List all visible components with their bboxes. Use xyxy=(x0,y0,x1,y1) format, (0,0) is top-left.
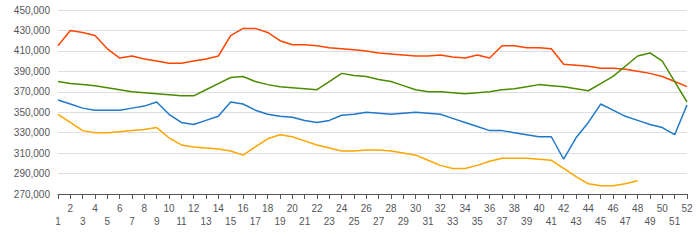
svg-text:2: 2 xyxy=(68,203,74,214)
svg-text:6: 6 xyxy=(117,203,123,214)
svg-text:430,000: 430,000 xyxy=(14,25,51,36)
svg-text:45: 45 xyxy=(595,216,607,227)
svg-text:47: 47 xyxy=(620,216,632,227)
svg-text:12: 12 xyxy=(188,203,200,214)
svg-text:39: 39 xyxy=(521,216,533,227)
svg-text:330,000: 330,000 xyxy=(14,127,51,138)
svg-text:22: 22 xyxy=(311,203,323,214)
svg-text:19: 19 xyxy=(274,216,286,227)
svg-text:8: 8 xyxy=(142,203,148,214)
svg-text:41: 41 xyxy=(546,216,558,227)
svg-text:50: 50 xyxy=(657,203,669,214)
svg-text:9: 9 xyxy=(154,216,160,227)
svg-text:35: 35 xyxy=(472,216,484,227)
svg-text:42: 42 xyxy=(558,203,570,214)
svg-text:17: 17 xyxy=(250,216,262,227)
svg-text:46: 46 xyxy=(607,203,619,214)
svg-text:450,000: 450,000 xyxy=(14,5,51,16)
svg-text:14: 14 xyxy=(213,203,225,214)
svg-text:34: 34 xyxy=(459,203,471,214)
svg-text:18: 18 xyxy=(262,203,274,214)
svg-text:52: 52 xyxy=(681,203,693,214)
svg-text:370,000: 370,000 xyxy=(14,86,51,97)
svg-text:43: 43 xyxy=(570,216,582,227)
svg-text:4: 4 xyxy=(92,203,98,214)
svg-text:24: 24 xyxy=(336,203,348,214)
svg-text:30: 30 xyxy=(410,203,422,214)
svg-text:29: 29 xyxy=(398,216,410,227)
svg-text:5: 5 xyxy=(105,216,111,227)
svg-text:10: 10 xyxy=(163,203,175,214)
svg-text:49: 49 xyxy=(644,216,656,227)
svg-text:16: 16 xyxy=(237,203,249,214)
svg-text:37: 37 xyxy=(496,216,508,227)
svg-text:28: 28 xyxy=(385,203,397,214)
svg-text:51: 51 xyxy=(669,216,681,227)
svg-text:390,000: 390,000 xyxy=(14,66,51,77)
svg-text:48: 48 xyxy=(632,203,644,214)
svg-text:3: 3 xyxy=(80,216,86,227)
svg-text:38: 38 xyxy=(509,203,521,214)
svg-text:32: 32 xyxy=(435,203,447,214)
svg-text:44: 44 xyxy=(583,203,595,214)
svg-text:410,000: 410,000 xyxy=(14,45,51,56)
svg-text:23: 23 xyxy=(324,216,336,227)
svg-text:1: 1 xyxy=(55,216,61,227)
svg-text:25: 25 xyxy=(348,216,360,227)
svg-text:36: 36 xyxy=(484,203,496,214)
svg-text:270,000: 270,000 xyxy=(14,189,51,200)
svg-text:15: 15 xyxy=(225,216,237,227)
svg-text:26: 26 xyxy=(361,203,373,214)
svg-text:27: 27 xyxy=(373,216,385,227)
svg-text:20: 20 xyxy=(287,203,299,214)
svg-text:40: 40 xyxy=(533,203,545,214)
svg-text:290,000: 290,000 xyxy=(14,168,51,179)
svg-text:310,000: 310,000 xyxy=(14,148,51,159)
svg-text:11: 11 xyxy=(176,216,187,227)
svg-text:13: 13 xyxy=(200,216,212,227)
svg-text:7: 7 xyxy=(129,216,135,227)
svg-text:21: 21 xyxy=(299,216,311,227)
svg-text:33: 33 xyxy=(447,216,459,227)
svg-text:350,000: 350,000 xyxy=(14,107,51,118)
svg-text:31: 31 xyxy=(422,216,434,227)
